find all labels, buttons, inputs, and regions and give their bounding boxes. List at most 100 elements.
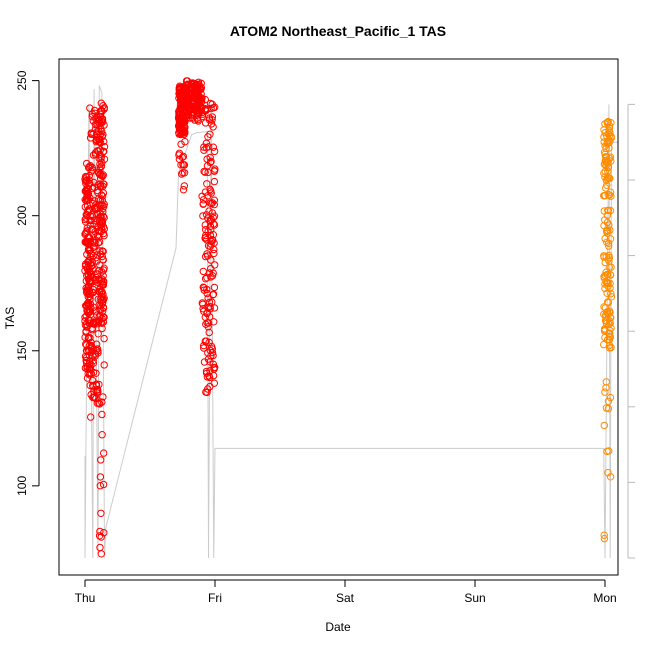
data-point <box>600 253 608 261</box>
data-point <box>88 163 97 172</box>
data-point <box>603 175 612 183</box>
data-point <box>207 273 215 281</box>
data-point <box>600 138 608 146</box>
data-point <box>605 263 613 271</box>
data-point <box>605 251 613 260</box>
x-tick-label: Fri <box>208 591 222 605</box>
data-point <box>604 167 612 175</box>
data-point <box>87 273 95 281</box>
data-point <box>85 319 93 327</box>
data-point <box>88 211 96 219</box>
data-point <box>206 185 214 194</box>
data-point <box>82 228 90 236</box>
data-point <box>89 251 98 260</box>
data-point <box>207 200 216 208</box>
y-left-tick-label: 100 <box>15 476 29 496</box>
data-point <box>607 293 616 301</box>
data-point <box>606 153 615 161</box>
chart-title: ATOM2 Northeast_Pacific_1 TAS <box>230 23 446 39</box>
data-point <box>198 192 206 201</box>
data-point <box>81 187 90 195</box>
data-point <box>175 123 184 131</box>
data-point <box>89 376 97 385</box>
data-point <box>199 196 208 204</box>
data-point <box>93 345 102 353</box>
data-point <box>99 266 108 274</box>
data-point <box>96 247 104 255</box>
data-point <box>95 316 104 324</box>
data-point <box>97 213 105 221</box>
data-point <box>96 543 104 552</box>
data-point <box>201 119 210 127</box>
data-point <box>199 200 208 208</box>
data-point <box>100 202 108 211</box>
data-point <box>96 166 104 174</box>
data-point <box>604 163 612 172</box>
data-point <box>600 421 608 430</box>
y-right-tick-label: 0 <box>648 555 650 562</box>
data-point <box>606 393 615 402</box>
data-point <box>601 312 610 321</box>
data-point <box>100 334 108 343</box>
data-point <box>98 398 106 406</box>
data-point <box>199 300 207 308</box>
data-point <box>208 345 217 353</box>
data-point <box>200 167 208 176</box>
data-point <box>97 227 106 236</box>
y-left-tick-label: 200 <box>15 205 29 225</box>
data-point <box>210 177 219 186</box>
data-point <box>202 388 210 396</box>
data-point <box>97 277 106 285</box>
data-point <box>96 139 105 147</box>
data-point <box>201 105 210 113</box>
data-point <box>204 252 212 260</box>
data-point <box>211 261 219 269</box>
data-point <box>189 114 197 122</box>
data-point <box>603 447 611 456</box>
x-tick-label: Sat <box>336 591 355 605</box>
data-point <box>92 369 100 377</box>
y-right-tick-label: 4000 <box>648 393 650 420</box>
data-point <box>82 301 91 309</box>
y-right-tick-label: 10000 <box>648 163 650 197</box>
data-point <box>601 142 609 150</box>
data-point <box>601 173 609 181</box>
data-point <box>200 344 208 352</box>
data-point <box>183 94 192 102</box>
data-point <box>83 224 91 232</box>
data-point <box>99 182 107 190</box>
data-point <box>99 295 108 304</box>
data-point <box>181 138 189 146</box>
data-point <box>92 394 100 403</box>
data-point <box>600 126 608 134</box>
data-point <box>99 393 107 401</box>
y-right-tick-label: 6000 <box>648 318 650 345</box>
data-point <box>100 155 109 163</box>
data-point <box>193 83 201 91</box>
data-point <box>97 162 106 171</box>
data-point <box>97 456 105 464</box>
data-point <box>97 509 105 517</box>
data-point <box>98 119 106 127</box>
data-point <box>200 146 208 154</box>
data-point <box>607 343 615 352</box>
data-point <box>202 226 210 234</box>
data-point <box>98 410 106 419</box>
data-point <box>179 186 188 194</box>
data-point <box>97 191 106 199</box>
data-point <box>185 86 193 94</box>
data-point <box>601 388 609 396</box>
data-point <box>175 151 183 159</box>
data-point <box>601 258 609 267</box>
data-point <box>207 215 216 224</box>
data-point <box>206 302 214 311</box>
data-point <box>99 307 107 315</box>
data-point <box>201 95 210 104</box>
data-point <box>87 216 96 225</box>
data-point <box>81 203 90 211</box>
data-point <box>210 364 218 372</box>
data-point <box>100 121 108 129</box>
data-point <box>206 305 214 313</box>
data-point <box>204 294 212 302</box>
